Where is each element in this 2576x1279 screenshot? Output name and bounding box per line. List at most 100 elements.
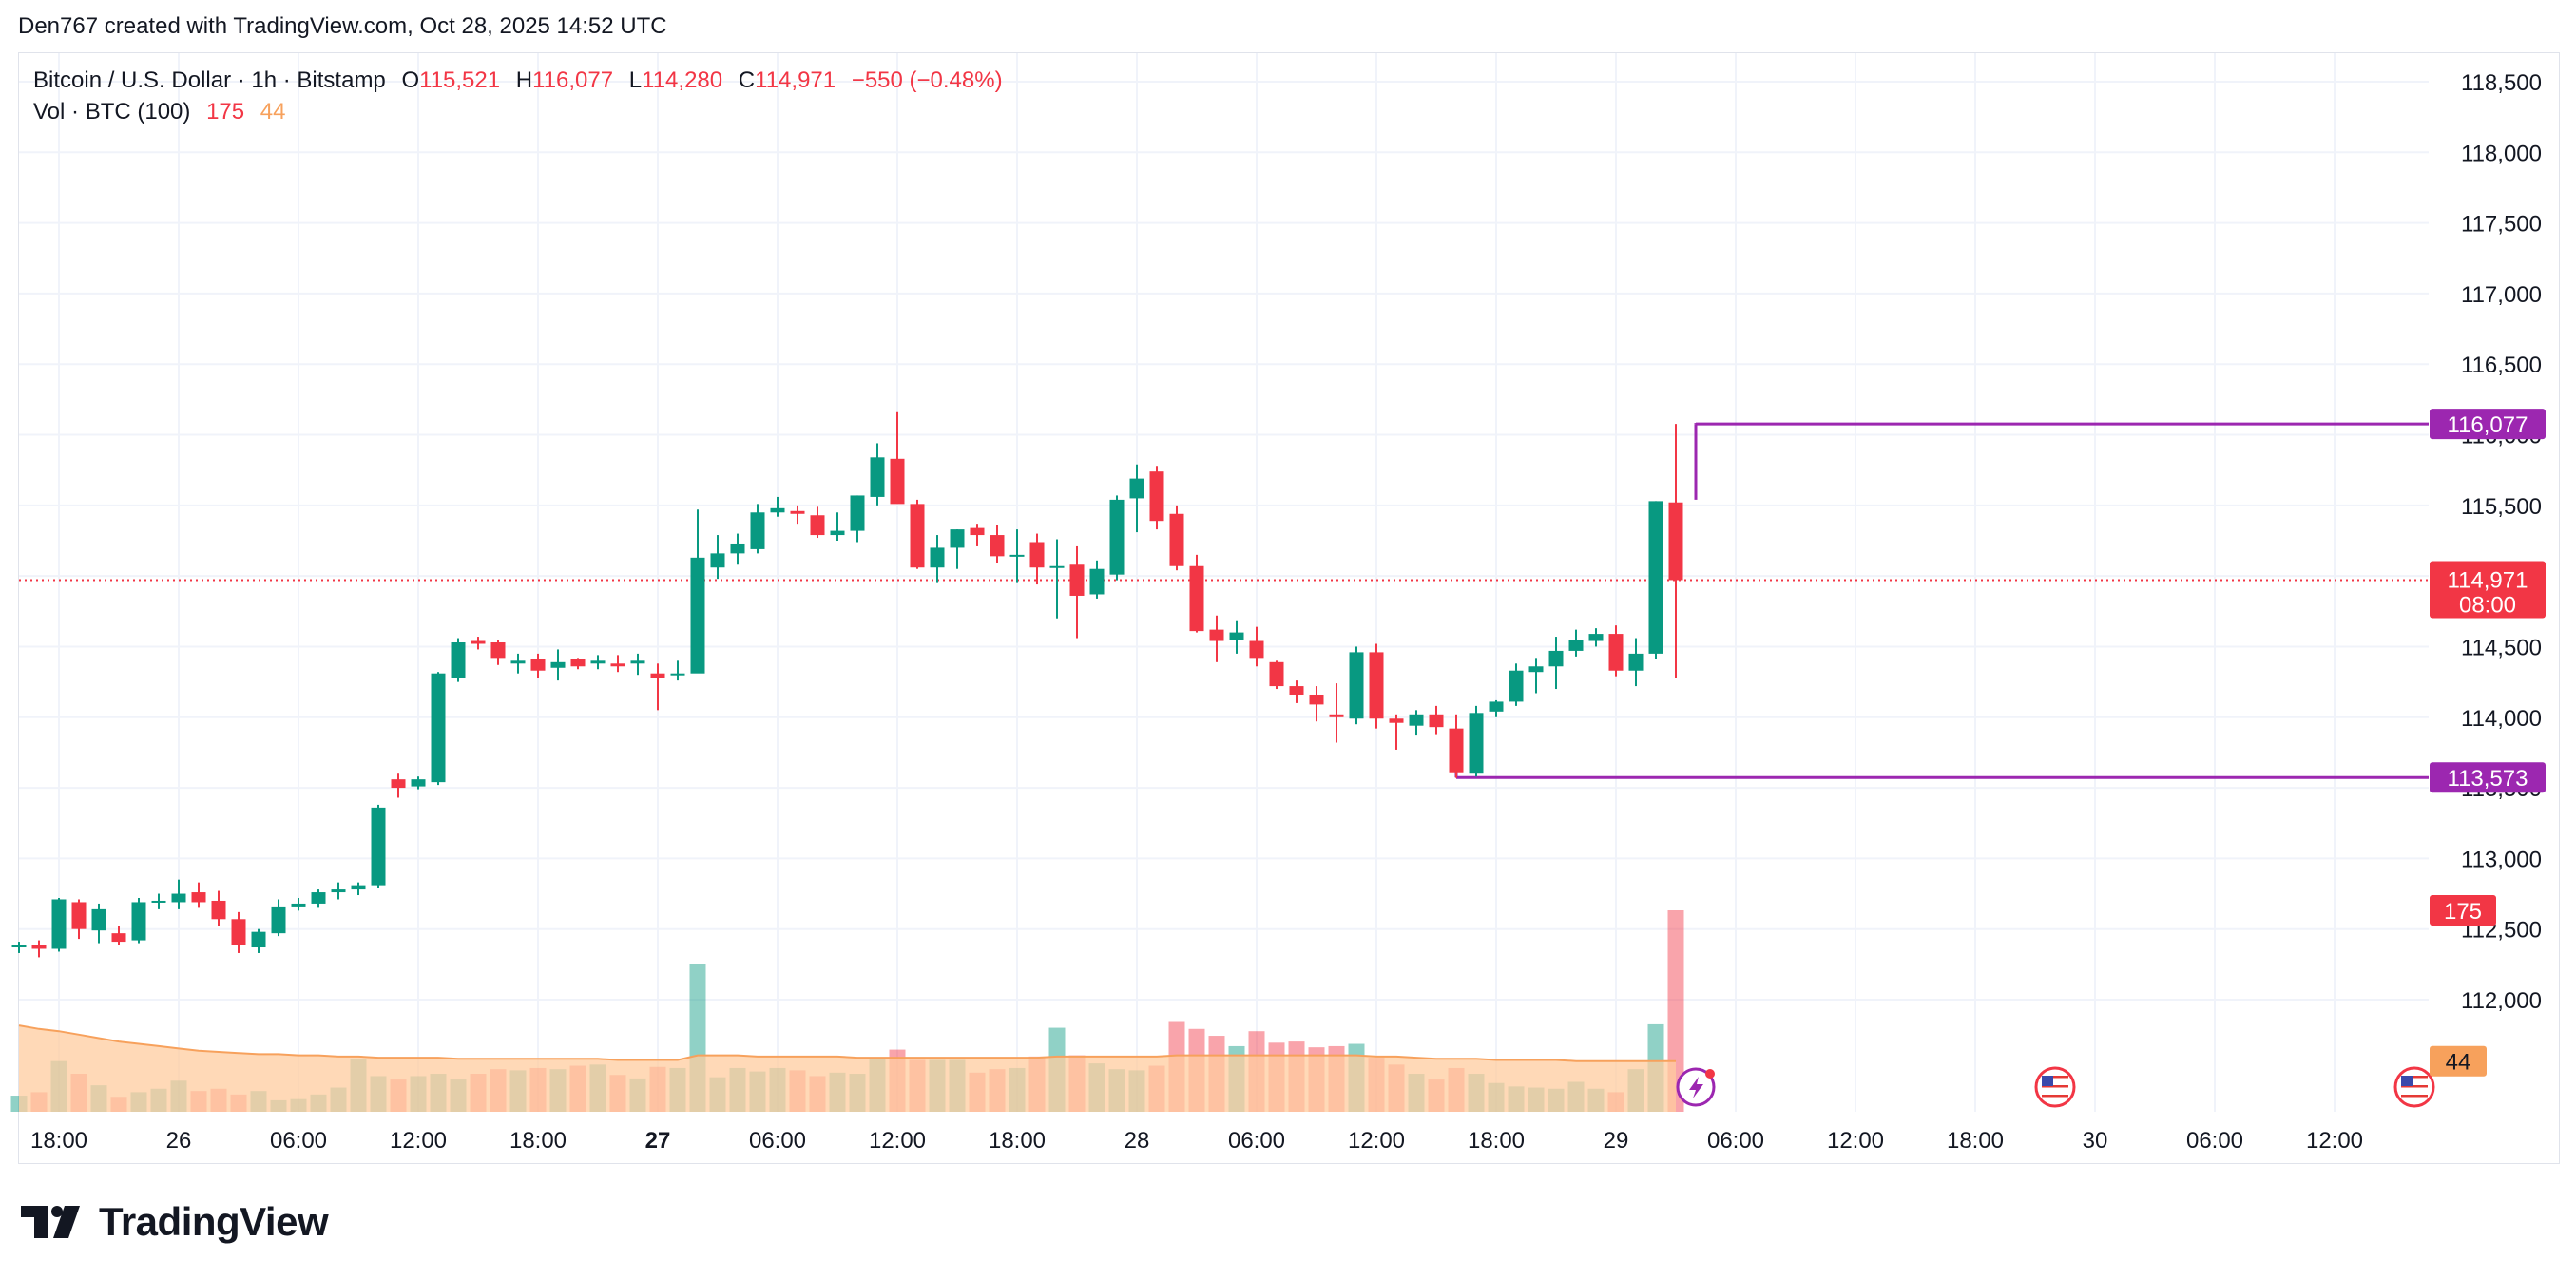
candle-body — [151, 900, 166, 903]
brand-name: TradingView — [99, 1199, 329, 1244]
candle-body — [630, 660, 645, 664]
flash-event-icon[interactable] — [1676, 1067, 1716, 1107]
candle-body — [650, 673, 665, 678]
flag-canton — [2042, 1076, 2053, 1086]
candle-body — [790, 510, 805, 514]
candle-body — [1189, 565, 1204, 632]
candle-body — [530, 659, 546, 671]
open-label: O — [401, 67, 420, 93]
candle-body — [1289, 686, 1304, 695]
volume-value: 175 — [206, 99, 245, 124]
candle-body — [810, 515, 825, 536]
countdown-label: 08:00 — [2459, 592, 2516, 618]
candle-body — [970, 527, 985, 536]
level-lines — [19, 422, 2429, 779]
candle-body — [1249, 640, 1264, 659]
y-tick-label: 117,000 — [2461, 282, 2542, 308]
x-tick-label: 06:00 — [749, 1128, 806, 1154]
candle-body — [351, 885, 366, 890]
candle-body — [1548, 650, 1564, 667]
candle-body — [1389, 718, 1404, 723]
flag-canton — [2401, 1076, 2413, 1086]
candle-body — [750, 512, 765, 549]
candle-body — [950, 529, 965, 548]
y-tick-label: 116,500 — [2461, 353, 2542, 378]
candle-body — [1309, 694, 1324, 705]
candle-body — [1029, 542, 1045, 568]
candle-body — [331, 889, 346, 893]
level-label-box — [2430, 409, 2546, 440]
candle-body — [391, 779, 406, 789]
flag-stripe — [2042, 1076, 2068, 1079]
x-tick-label: 29 — [1604, 1128, 1629, 1154]
volume-title[interactable]: Vol · BTC (100) — [33, 99, 191, 124]
candle-body — [930, 547, 945, 568]
x-tick-label: 27 — [645, 1128, 671, 1154]
candle-body — [730, 543, 745, 554]
x-tick-label: 06:00 — [270, 1128, 327, 1154]
candle-body — [51, 899, 67, 949]
level-label: 116,077 — [2448, 412, 2528, 438]
volume-legend[interactable]: Vol · BTC (100) 175 44 — [33, 99, 285, 125]
candle-body — [550, 661, 566, 668]
low-value: 114,280 — [642, 67, 723, 93]
level-label-box — [2430, 762, 2546, 793]
ohlc-legend[interactable]: Bitcoin / U.S. Dollar · 1h · Bitstamp O 1… — [33, 67, 1003, 94]
event-markers — [1676, 1066, 2435, 1108]
high-value: 116,077 — [532, 67, 614, 93]
candle-body — [211, 900, 226, 920]
candle-body — [371, 807, 386, 886]
volume-ma-value: 44 — [260, 99, 286, 124]
candle-body — [451, 642, 466, 678]
y-tick-label: 114,000 — [2461, 706, 2542, 732]
candle-body — [131, 902, 146, 941]
candle-body — [690, 557, 705, 674]
candle-body — [1429, 714, 1444, 728]
candle-body — [1009, 554, 1025, 557]
volume-ma — [18, 1024, 1676, 1112]
x-tick-label: 06:00 — [1707, 1128, 1764, 1154]
x-tick-label: 12:00 — [1348, 1128, 1405, 1154]
candle-body — [11, 945, 27, 948]
y-tick-label: 115,500 — [2461, 494, 2542, 520]
candle-body — [1209, 629, 1224, 641]
candle-body — [1269, 661, 1284, 687]
candle-body — [610, 663, 625, 667]
change-value: −550 (−0.48%) — [851, 67, 1003, 93]
volume-ma-area — [19, 1025, 1676, 1112]
us-flag-icon[interactable] — [2393, 1066, 2435, 1108]
candle-body — [710, 553, 725, 568]
x-tick-label: 18:00 — [1468, 1128, 1525, 1154]
candle-body — [311, 892, 326, 904]
symbol-title[interactable]: Bitcoin / U.S. Dollar · 1h · Bitstamp — [33, 67, 386, 93]
candle-body — [1349, 652, 1364, 719]
candle-body — [490, 642, 506, 659]
candle-body — [770, 507, 785, 513]
candle-body — [411, 779, 426, 787]
candle-body — [291, 903, 306, 907]
y-tick-label: 114,500 — [2461, 635, 2542, 660]
x-tick-label: 12:00 — [2306, 1128, 2363, 1154]
tradingview-logo[interactable]: TradingView — [21, 1199, 329, 1245]
x-tick-label: 12:00 — [1827, 1128, 1884, 1154]
candle-body — [910, 504, 925, 568]
y-tick-label: 117,500 — [2461, 212, 2542, 238]
candle-body — [1169, 513, 1184, 566]
chart-frame[interactable] — [18, 52, 2560, 1164]
candle-body — [1469, 713, 1484, 774]
y-tick-label: 112,000 — [2461, 988, 2542, 1014]
us-flag-icon[interactable] — [2034, 1066, 2076, 1108]
level-label: 113,573 — [2448, 766, 2528, 792]
x-tick-label: 06:00 — [1228, 1128, 1285, 1154]
candle-body — [191, 892, 206, 903]
candle-body — [830, 530, 845, 536]
y-tick-label: 118,500 — [2461, 70, 2542, 96]
candle-body — [171, 893, 186, 903]
x-tick-label: 18:00 — [989, 1128, 1046, 1154]
flag-stripe — [2042, 1095, 2068, 1098]
candle-body — [1369, 652, 1384, 719]
candle-body — [510, 660, 526, 664]
flash-icon-dot — [1705, 1069, 1715, 1079]
x-tick-label: 18:00 — [1947, 1128, 2004, 1154]
